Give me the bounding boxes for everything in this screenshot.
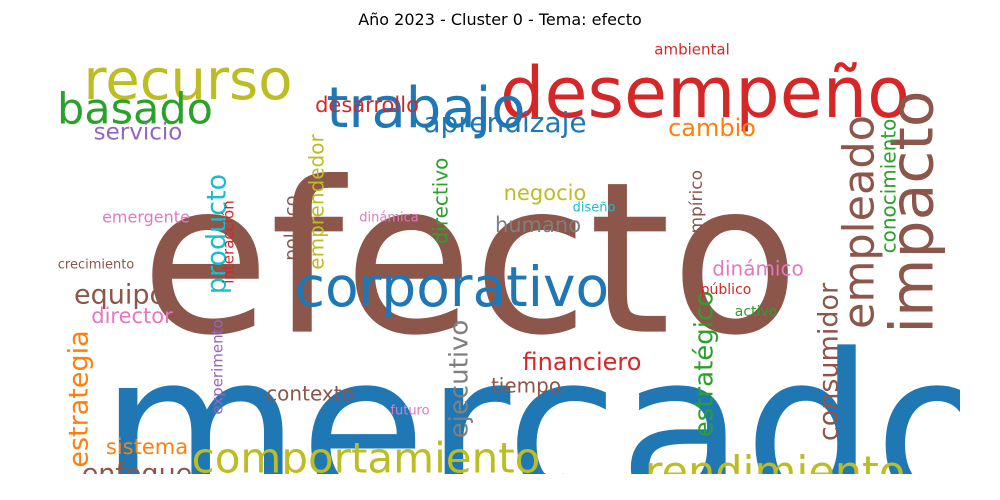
cloud-word-corporativo: corporativo (295, 255, 609, 319)
word-cloud: efecto mercado desempeño trabajo recurso corp… (40, 34, 960, 474)
cloud-word-experimento: experimento (209, 319, 227, 414)
cloud-word-director: director (91, 304, 173, 328)
cloud-word-recurso: recurso (84, 48, 293, 113)
cloud-word-interacción: interacción (220, 200, 238, 284)
cloud-word-ambiental: ambiental (654, 41, 729, 59)
cloud-word-emprendedor: emprendedor (305, 134, 329, 270)
cloud-word-político: político (281, 195, 302, 260)
cloud-word-financiero: financiero (523, 348, 642, 376)
cloud-word-negocio: negocio (504, 181, 587, 205)
cloud-word-empírico: empírico (687, 170, 707, 244)
cloud-word-rendimiento: rendimiento (645, 448, 905, 475)
cloud-word-directivo: directivo (429, 158, 453, 245)
cloud-word-crecimiento: crecimiento (58, 258, 135, 273)
cloud-word-activo: activo (735, 304, 778, 320)
cloud-word-servicio: servicio (94, 120, 183, 146)
cloud-word-público: público (701, 282, 752, 298)
cloud-word-dinámico: dinámico (712, 257, 803, 281)
cloud-word-empleado: empleado (835, 115, 885, 329)
cloud-word-ejecutivo: ejecutivo (445, 320, 475, 439)
cloud-word-cambio: cambio (668, 114, 756, 142)
cloud-word-impacto: impacto (878, 90, 948, 333)
cloud-word-humano: humano (495, 213, 581, 237)
cloud-word-mercado: mercado (100, 311, 960, 474)
cloud-word-enfoque: enfoque (82, 459, 193, 475)
chart-title: Año 2023 - Cluster 0 - Tema: efecto (358, 10, 642, 29)
cloud-word-producto: producto (202, 174, 233, 294)
cloud-word-desempeño: desempeño (500, 52, 910, 134)
cloud-word-desarrollo: desarrollo (315, 93, 419, 117)
cloud-word-diseño: diseño (573, 201, 616, 216)
cloud-word-tiempo: tiempo (491, 374, 561, 398)
cloud-word-basado: basado (57, 85, 213, 135)
cloud-word-trabajo: trabajo (327, 76, 526, 141)
cloud-word-emergente: emergente (102, 208, 190, 227)
cloud-word-equipo: equipo (74, 280, 166, 311)
cloud-word-contexto: contexto (266, 382, 354, 406)
cloud-word-conocimiento: conocimiento (877, 119, 901, 254)
cloud-word-emprendimiento: emprendimiento (474, 472, 573, 475)
cloud-word-estratégico: estratégico (690, 291, 720, 437)
cloud-word-sistema: sistema (106, 435, 188, 459)
cloud-word-efecto: efecto (141, 137, 800, 382)
cloud-word-consumidor: consumidor (814, 282, 845, 441)
cloud-word-futuro: futuro (390, 404, 429, 419)
cloud-word-dinámica: dinámica (359, 211, 418, 226)
cloud-word-aprendizaje: aprendizaje (423, 106, 586, 139)
cloud-word-estrategia: estrategia (64, 330, 95, 467)
cloud-word-comportamiento: comportamiento (192, 434, 541, 475)
